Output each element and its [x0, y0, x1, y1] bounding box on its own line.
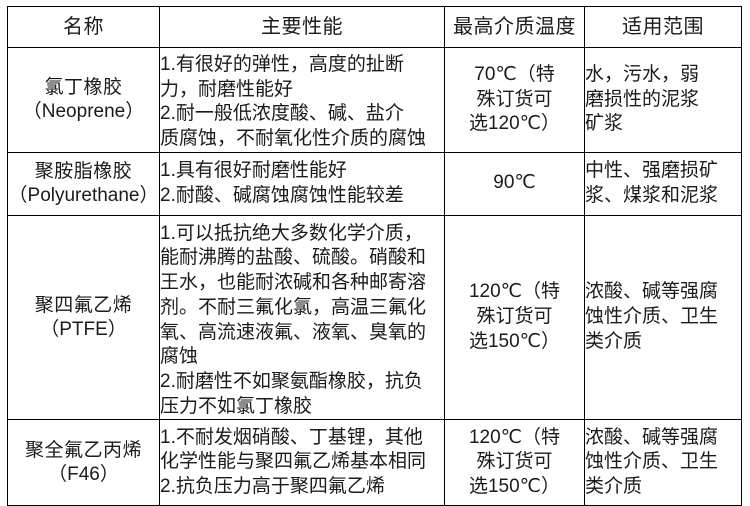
performance-line: 力，耐磨性能好 — [160, 78, 294, 100]
performance-line: 2.耐一般低浓度酸、碱、盐介 — [160, 103, 404, 125]
material-name-english: （Neoprene） — [22, 100, 145, 122]
temperature-line: 选150℃） — [468, 476, 561, 498]
application-scope-cell: 水，污水，弱 磨损性的泥浆 矿浆 — [584, 47, 742, 153]
application-scope-cell: 浓酸、碱等强腐 蚀性介质、卫生 类介质 — [584, 214, 742, 421]
scope-line: 浓酸、碱等强腐 — [585, 426, 719, 448]
scope-line: 水，污水，弱 — [585, 63, 700, 85]
column-header-application-scope-label: 适用范围 — [622, 15, 704, 38]
temperature-line: 殊订货可 — [476, 88, 553, 110]
temperature-line: 70℃（特 — [474, 63, 555, 85]
table-row: 聚全氟乙丙烯 （F46） 1.不耐发烟硝酸、丁基锂，其他 化学性能与聚四氟乙烯基… — [7, 419, 742, 506]
performance-line: 能耐沸腾的盐酸、硫酸。硝酸和 — [160, 247, 427, 269]
material-name-cell: 聚胺脂橡胶 （Polyurethane） — [7, 151, 160, 216]
application-scope-cell: 浓酸、碱等强腐 蚀性介质、卫生 类介质 — [584, 419, 742, 506]
scope-line: 中性、强磨损矿 — [585, 160, 719, 182]
document-sheet: 名称 主要性能 最高介质温度 适用范围 氯丁橡胶 （Neoprene） — [7, 6, 742, 506]
scope-line: 浆、煤浆和泥浆 — [585, 184, 719, 206]
scope-line: 类介质 — [585, 476, 643, 498]
performance-line: 剂。不耐三氟化氯，高温三氟化 — [160, 296, 427, 318]
scope-line: 蚀性介质、卫生 — [585, 306, 719, 328]
table-row: 聚四氟乙烯 （PTFE） 1.可以抵抗绝大多数化学介质， 能耐沸腾的盐酸、硫酸。… — [7, 214, 742, 421]
column-header-main-performance: 主要性能 — [159, 6, 445, 48]
performance-line: 腐蚀 — [160, 346, 199, 368]
max-temperature-cell: 70℃（特 殊订货可 选120℃） — [444, 47, 585, 153]
performance-line: 2.抗负压力高于聚四氟乙烯 — [160, 476, 385, 498]
max-temperature-cell: 120℃（特 殊订货可 选150℃） — [444, 419, 585, 506]
material-specification-table: 名称 主要性能 最高介质温度 适用范围 氯丁橡胶 （Neoprene） — [7, 6, 742, 506]
material-name-english: （F46） — [48, 463, 119, 485]
scope-line: 浓酸、碱等强腐 — [585, 281, 719, 303]
material-name-chinese: 聚全氟乙丙烯 — [24, 440, 142, 462]
temperature-line: 120℃（特 — [468, 426, 561, 448]
material-name-cell: 聚全氟乙丙烯 （F46） — [7, 419, 160, 506]
table-body: 氯丁橡胶 （Neoprene） 1.有很好的弹性，高度的扯断 力，耐磨性能好 2… — [7, 47, 742, 506]
performance-line: 王水，也能耐浓碱和各种邮寄溶 — [160, 272, 427, 294]
scope-line: 矿浆 — [585, 113, 624, 135]
main-performance-cell: 1.可以抵抗绝大多数化学介质， 能耐沸腾的盐酸、硫酸。硝酸和 王水，也能耐浓碱和… — [159, 214, 445, 421]
main-performance-cell: 1.有很好的弹性，高度的扯断 力，耐磨性能好 2.耐一般低浓度酸、碱、盐介 质腐… — [159, 47, 445, 153]
temperature-line: 殊订货可 — [476, 306, 553, 328]
column-header-max-medium-temperature: 最高介质温度 — [444, 6, 585, 48]
material-name-english: （PTFE） — [40, 318, 127, 340]
performance-line: 1.具有很好耐磨性能好 — [160, 160, 347, 182]
max-temperature-cell: 120℃（特 殊订货可 选150℃） — [444, 214, 585, 421]
material-name-cell: 氯丁橡胶 （Neoprene） — [7, 47, 160, 153]
performance-line: 化学性能与聚四氟乙烯基本相同 — [160, 451, 427, 473]
temperature-line: 选120℃） — [468, 113, 561, 135]
table-row: 聚胺脂橡胶 （Polyurethane） 1.具有很好耐磨性能好 2.耐酸、碱腐… — [7, 151, 742, 216]
main-performance-cell: 1.具有很好耐磨性能好 2.耐酸、碱腐蚀腐蚀性能较差 — [159, 151, 445, 216]
performance-line: 1.可以抵抗绝大多数化学介质， — [160, 222, 423, 244]
main-performance-cell: 1.不耐发烟硝酸、丁基锂，其他 化学性能与聚四氟乙烯基本相同 2.抗负压力高于聚… — [159, 419, 445, 506]
column-header-max-medium-temperature-label: 最高介质温度 — [453, 15, 576, 38]
performance-line: 1.不耐发烟硝酸、丁基锂，其他 — [160, 426, 423, 448]
temperature-line: 殊订货可 — [476, 451, 553, 473]
material-name-chinese: 氯丁橡胶 — [44, 77, 123, 99]
header-row: 名称 主要性能 最高介质温度 适用范围 — [7, 6, 742, 48]
performance-line: 1.有很好的弹性，高度的扯断 — [160, 54, 404, 75]
performance-line: 压力不如氯丁橡胶 — [160, 395, 313, 417]
table-header: 名称 主要性能 最高介质温度 适用范围 — [7, 6, 742, 48]
material-name-cell: 聚四氟乙烯 （PTFE） — [7, 214, 160, 421]
column-header-name: 名称 — [7, 6, 160, 48]
performance-line: 2.耐磨性不如聚氨酯橡胶，抗负 — [160, 370, 423, 392]
column-header-name-label: 名称 — [63, 15, 104, 38]
column-header-main-performance-label: 主要性能 — [261, 15, 343, 38]
application-scope-cell: 中性、强磨损矿 浆、煤浆和泥浆 — [584, 151, 742, 216]
performance-line: 氧、高流速液氟、液氧、臭氧的 — [160, 321, 427, 343]
temperature-line: 90℃ — [493, 172, 536, 194]
scope-line: 类介质 — [585, 330, 643, 352]
performance-line: 2.耐酸、碱腐蚀腐蚀性能较差 — [160, 184, 404, 206]
performance-line: 质腐蚀，不耐氧化性介质的腐蚀 — [160, 128, 427, 150]
material-name-chinese: 聚四氟乙烯 — [34, 294, 133, 316]
temperature-line: 120℃（特 — [468, 281, 561, 303]
scope-line: 磨损性的泥浆 — [585, 88, 700, 110]
temperature-line: 选150℃） — [468, 330, 561, 352]
column-header-application-scope: 适用范围 — [584, 6, 742, 48]
max-temperature-cell: 90℃ — [444, 151, 585, 216]
scope-line: 蚀性介质、卫生 — [585, 451, 719, 473]
material-name-chinese: 聚胺脂橡胶 — [34, 161, 133, 183]
material-name-english: （Polyurethane） — [8, 184, 159, 206]
table-row: 氯丁橡胶 （Neoprene） 1.有很好的弹性，高度的扯断 力，耐磨性能好 2… — [7, 47, 742, 153]
